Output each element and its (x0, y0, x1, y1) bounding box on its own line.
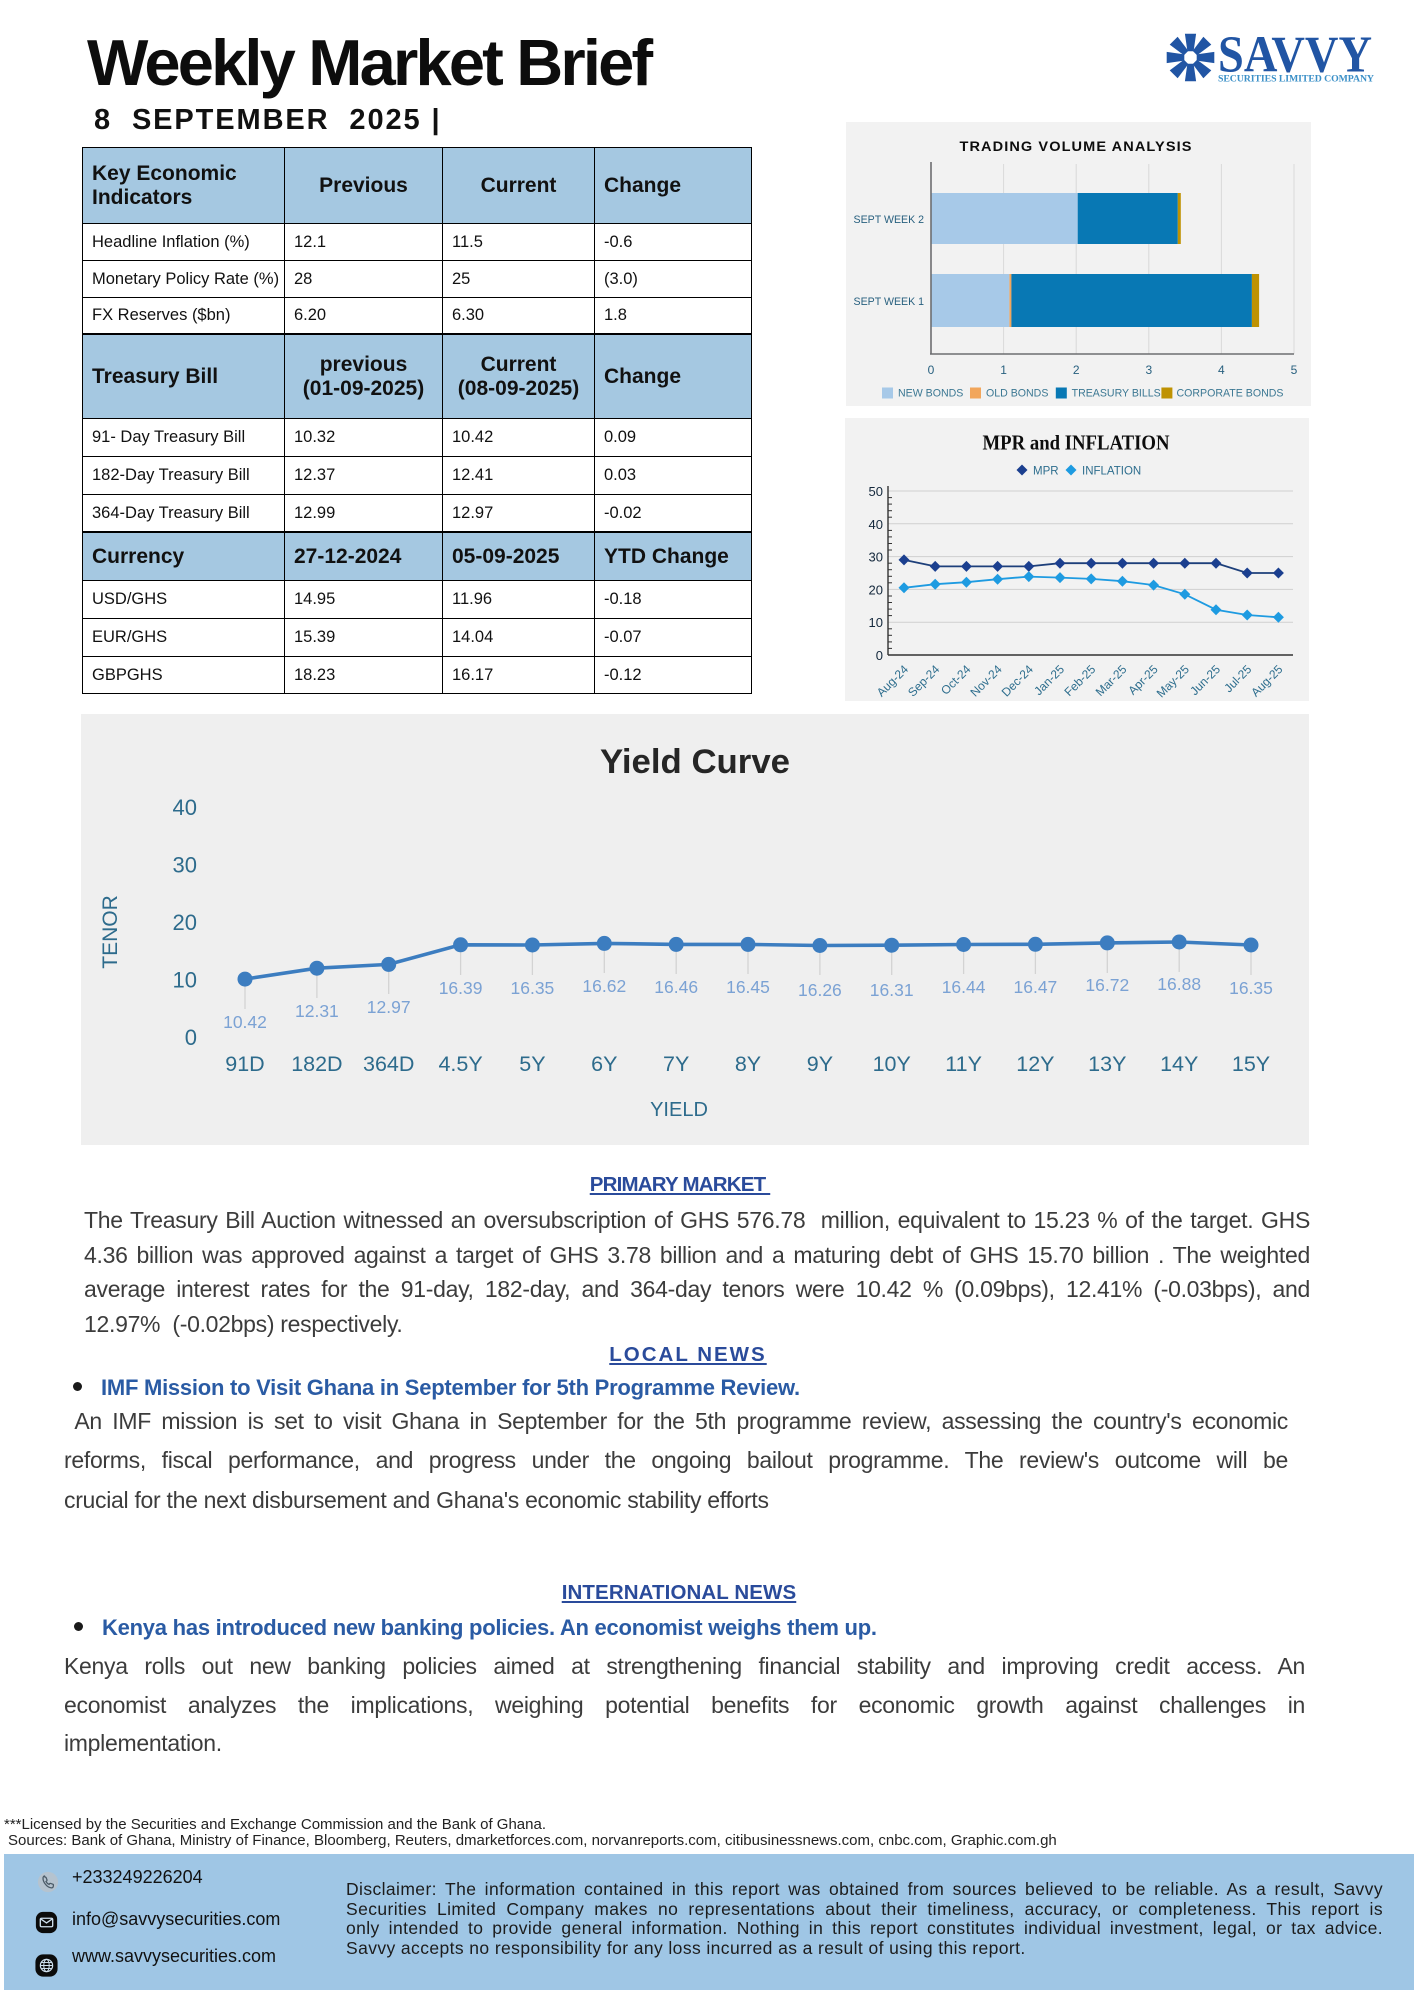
svg-text:4.5Y: 4.5Y (438, 1052, 482, 1076)
svg-text:YIELD: YIELD (650, 1099, 708, 1121)
svg-text:0: 0 (876, 648, 883, 663)
svg-text:16.46: 16.46 (654, 977, 698, 997)
svg-text:SECURITIES LIMITED COMPANY: SECURITIES LIMITED COMPANY (1218, 74, 1374, 85)
svg-text:INFLATION: INFLATION (1082, 466, 1141, 478)
svg-text:7Y: 7Y (663, 1052, 689, 1076)
svg-text:MPR: MPR (1033, 466, 1059, 478)
svg-text:16.62: 16.62 (582, 976, 626, 996)
svg-text:Jan-25: Jan-25 (1031, 662, 1067, 698)
svg-text:11Y: 11Y (945, 1052, 982, 1076)
svg-text:16.45: 16.45 (726, 977, 770, 997)
svg-text:MPR and INFLATION: MPR and INFLATION (983, 431, 1170, 455)
svg-text:SEPT WEEK 1: SEPT WEEK 1 (854, 296, 925, 308)
svg-text:13Y: 13Y (1088, 1052, 1126, 1076)
svg-text:TRADING VOLUME ANALYSIS: TRADING VOLUME ANALYSIS (960, 139, 1193, 154)
svg-text:Jun-25: Jun-25 (1187, 662, 1223, 698)
svg-text:6Y: 6Y (591, 1052, 617, 1076)
svg-text:0: 0 (185, 1025, 197, 1050)
svg-text:Oct-24: Oct-24 (938, 662, 974, 698)
svg-text:10Y: 10Y (873, 1052, 911, 1076)
svg-text:16.44: 16.44 (942, 977, 986, 997)
svg-text:May-25: May-25 (1154, 662, 1192, 700)
svg-text:16.47: 16.47 (1014, 977, 1058, 997)
svg-text:CORPORATE BONDS: CORPORATE BONDS (1177, 388, 1284, 400)
svg-text:0: 0 (928, 363, 935, 377)
svg-text:10: 10 (869, 615, 883, 630)
svg-text:SEPT WEEK 2: SEPT WEEK 2 (854, 214, 925, 226)
svg-text:16.35: 16.35 (511, 978, 555, 998)
svg-text:SAVVY: SAVVY (1218, 28, 1372, 84)
svg-text:Yield Curve: Yield Curve (600, 743, 790, 781)
svg-text:Aug-24: Aug-24 (874, 662, 911, 699)
svg-text:Nov-24: Nov-24 (967, 662, 1004, 699)
svg-text:1: 1 (1000, 363, 1007, 377)
svg-text:Feb-25: Feb-25 (1062, 662, 1099, 699)
svg-text:TENOR: TENOR (99, 895, 122, 969)
svg-text:40: 40 (869, 517, 883, 532)
svg-text:16.88: 16.88 (1157, 974, 1201, 994)
svg-text:Aug-25: Aug-25 (1248, 662, 1285, 699)
svg-text:40: 40 (173, 795, 197, 820)
svg-text:16.26: 16.26 (798, 980, 842, 1000)
svg-text:10.42: 10.42 (223, 1012, 267, 1032)
svg-text:364D: 364D (363, 1052, 414, 1076)
svg-text:12.31: 12.31 (295, 1001, 339, 1021)
svg-text:12Y: 12Y (1016, 1052, 1054, 1076)
svg-text:12.97: 12.97 (367, 997, 411, 1017)
svg-text:182D: 182D (291, 1052, 342, 1076)
svg-text:9Y: 9Y (807, 1052, 833, 1076)
svg-text:5: 5 (1291, 363, 1298, 377)
svg-text:5Y: 5Y (519, 1052, 545, 1076)
svg-text:8Y: 8Y (735, 1052, 761, 1076)
svg-text:Sep-24: Sep-24 (905, 662, 942, 699)
svg-text:14Y: 14Y (1160, 1052, 1198, 1076)
svg-text:16.72: 16.72 (1085, 975, 1129, 995)
svg-text:20: 20 (869, 582, 883, 597)
svg-text:4: 4 (1218, 363, 1225, 377)
svg-text:15Y: 15Y (1232, 1052, 1270, 1076)
svg-text:30: 30 (173, 853, 197, 878)
svg-text:3: 3 (1145, 363, 1152, 377)
svg-text:OLD BONDS: OLD BONDS (986, 388, 1048, 400)
svg-text:Dec-24: Dec-24 (999, 662, 1036, 699)
svg-text:10: 10 (173, 968, 197, 993)
svg-text:30: 30 (869, 550, 883, 565)
svg-text:2: 2 (1073, 363, 1080, 377)
svg-text:91D: 91D (225, 1052, 264, 1076)
svg-text:TREASURY BILLS: TREASURY BILLS (1072, 388, 1161, 400)
svg-text:16.35: 16.35 (1229, 978, 1273, 998)
svg-text:Mar-25: Mar-25 (1093, 662, 1130, 699)
svg-text:16.31: 16.31 (870, 980, 914, 1000)
svg-text:20: 20 (173, 910, 197, 935)
svg-text:NEW BONDS: NEW BONDS (898, 388, 963, 400)
svg-text:16.39: 16.39 (439, 978, 483, 998)
svg-text:50: 50 (869, 484, 883, 499)
